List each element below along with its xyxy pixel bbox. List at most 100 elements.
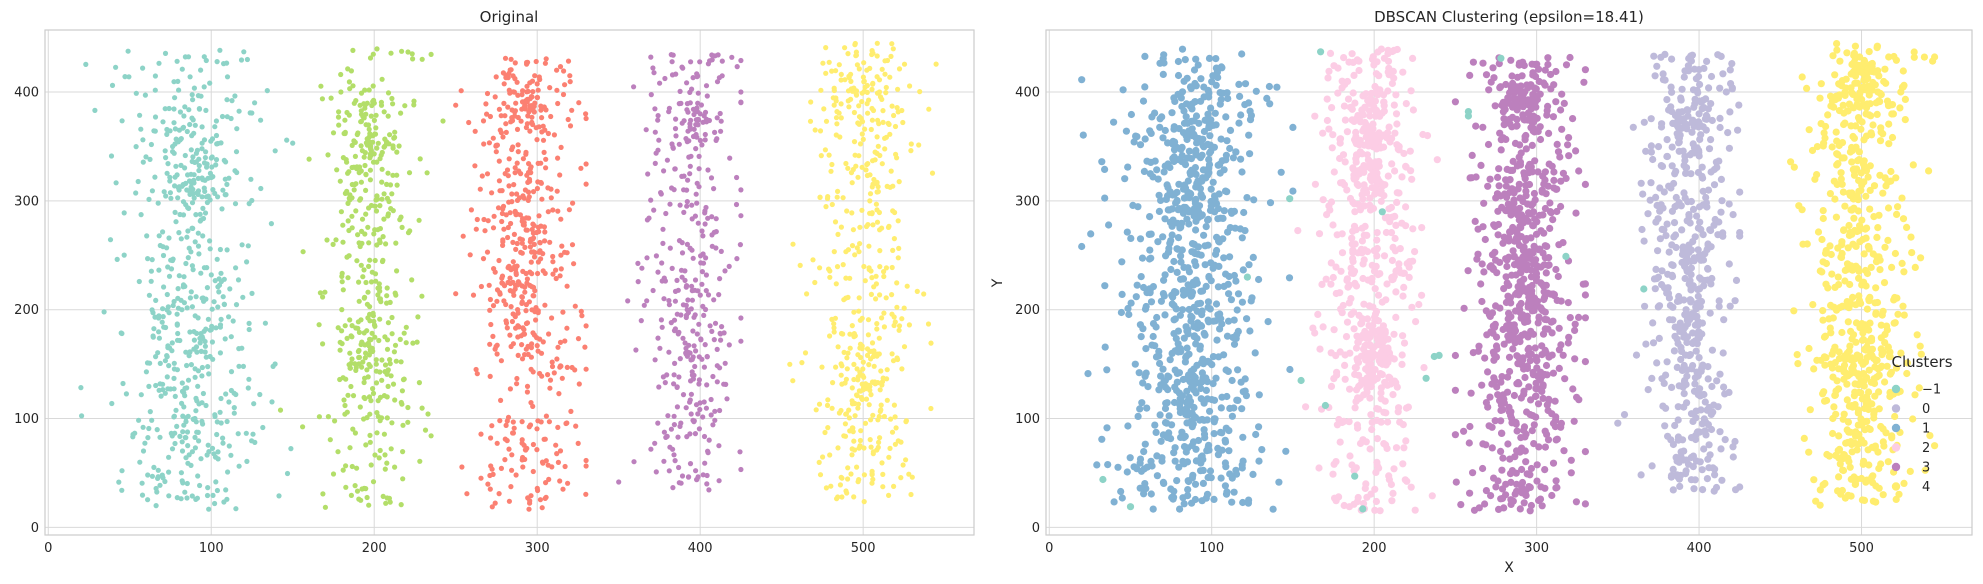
data-point [727, 155, 733, 161]
data-point [355, 232, 361, 238]
data-point [1572, 147, 1580, 155]
data-point [1567, 456, 1575, 464]
data-point [1369, 130, 1377, 138]
data-point [671, 372, 677, 378]
data-point [693, 131, 699, 138]
data-point [583, 115, 589, 122]
data-point [1471, 217, 1479, 225]
data-point [1180, 500, 1188, 508]
data-point [1553, 483, 1561, 492]
data-point [142, 440, 148, 446]
data-point [194, 349, 200, 355]
data-point [641, 302, 647, 308]
data-point [531, 254, 538, 260]
data-point [1192, 457, 1200, 465]
data-point [564, 325, 570, 331]
data-point [1549, 113, 1557, 121]
data-point [1169, 293, 1177, 301]
data-point [1466, 422, 1474, 431]
data-point [1185, 208, 1193, 216]
data-point [388, 373, 394, 379]
data-point [1507, 496, 1515, 504]
data-point [500, 206, 506, 212]
data-point [1542, 361, 1551, 370]
data-point [653, 150, 659, 156]
data-point [856, 295, 862, 301]
data-point [197, 482, 203, 489]
data-point [1529, 208, 1538, 216]
data-point [502, 457, 508, 463]
data-point [518, 118, 524, 124]
data-point [199, 194, 205, 200]
data-point [872, 149, 878, 155]
data-point [214, 419, 220, 425]
scatter-points [1078, 40, 1939, 515]
data-point [1141, 83, 1149, 91]
data-point [696, 426, 703, 432]
data-point [1552, 98, 1560, 106]
data-point [1340, 181, 1348, 189]
data-point [650, 287, 656, 294]
data-point [363, 140, 369, 146]
data-point [172, 174, 178, 180]
data-point [193, 496, 199, 502]
data-point [338, 209, 344, 215]
data-point [211, 299, 217, 305]
data-point [1341, 158, 1349, 166]
data-point [184, 429, 191, 435]
data-point [367, 167, 373, 173]
data-point [119, 118, 125, 124]
data-point [340, 239, 346, 245]
data-point [900, 462, 906, 468]
data-point [1402, 437, 1410, 445]
data-point [1136, 141, 1145, 149]
data-point [514, 197, 521, 203]
data-point [1377, 384, 1385, 392]
data-point [156, 233, 162, 239]
data-point [379, 196, 385, 202]
data-point [539, 115, 545, 121]
data-point [822, 429, 828, 436]
data-point [881, 273, 887, 280]
data-point [1188, 125, 1196, 133]
data-point [690, 106, 697, 112]
data-point [1206, 467, 1215, 475]
data-point [160, 119, 166, 125]
data-point [1161, 311, 1169, 319]
data-point [160, 306, 166, 312]
data-point [512, 109, 518, 115]
data-point [496, 257, 502, 264]
data-point [1338, 249, 1347, 257]
data-point [180, 429, 186, 435]
data-point [376, 455, 382, 461]
data-point [1136, 321, 1144, 329]
data-point [346, 253, 352, 259]
data-point [218, 316, 224, 322]
data-point [1345, 503, 1353, 511]
data-point [1175, 344, 1183, 352]
data-point [229, 98, 235, 104]
data-point [1415, 300, 1423, 309]
data-point [1541, 427, 1549, 435]
data-point [1725, 200, 1733, 208]
data-point [466, 119, 472, 126]
data-point [1522, 458, 1530, 466]
data-point [1151, 421, 1159, 429]
data-point [1327, 382, 1336, 390]
data-point [836, 110, 842, 116]
data-point [1569, 115, 1577, 123]
data-point [1363, 248, 1372, 256]
data-point [737, 242, 744, 248]
data-point [672, 458, 678, 464]
data-point [1477, 161, 1485, 169]
data-point [1541, 308, 1549, 316]
data-point [506, 183, 512, 189]
data-point [899, 316, 905, 322]
data-point [504, 325, 510, 331]
data-point [1192, 170, 1200, 178]
data-point [1118, 290, 1126, 298]
data-point [498, 397, 504, 403]
data-point [1366, 194, 1374, 202]
data-point [676, 141, 682, 147]
data-point [224, 247, 230, 253]
